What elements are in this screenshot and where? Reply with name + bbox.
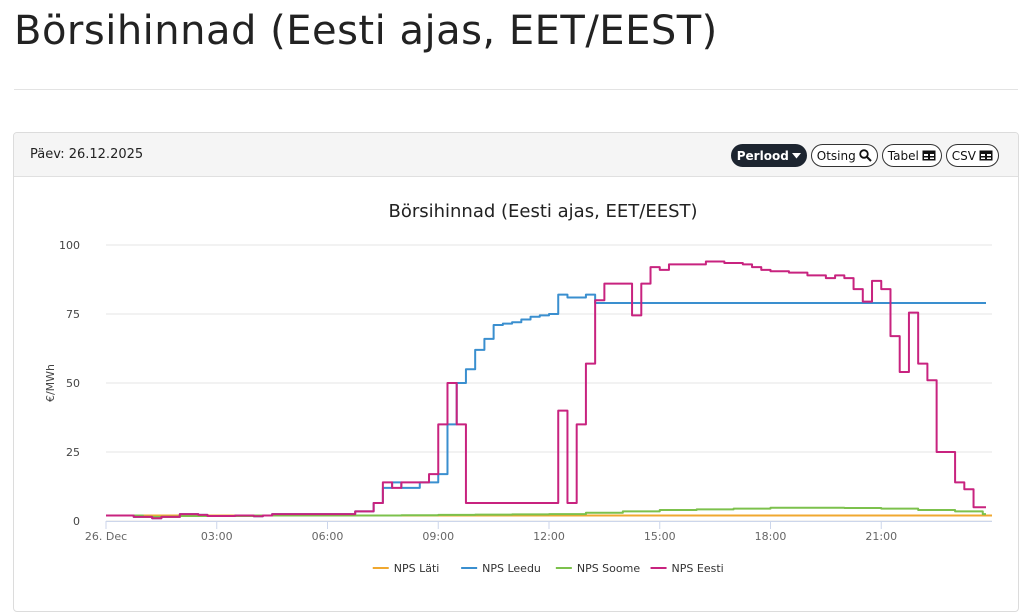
y-axis-label: €/MWh [44, 364, 57, 402]
search-button-label: Otsing [816, 148, 856, 163]
x-tick-label: 12:00 [533, 530, 565, 543]
csv-button-label: CSV [951, 148, 976, 163]
legend-item-label: NPS Leedu [482, 562, 541, 575]
y-tick-label: 100 [59, 239, 80, 252]
date-label: Päev: 26.12.2025 [30, 147, 144, 162]
x-tick-label: 09:00 [422, 530, 454, 543]
csv-button[interactable]: CSV [945, 144, 999, 167]
series-line-nps-eesti [106, 260, 986, 520]
caret-down-icon [791, 152, 801, 159]
x-tick-label: 03:00 [201, 530, 233, 543]
csv-table-icon [979, 150, 993, 161]
toolbar-buttons: Perlood Otsing Tabel CSV [730, 144, 999, 167]
y-tick-label: 75 [66, 308, 80, 321]
period-dropdown-button[interactable]: Perlood [730, 144, 807, 167]
y-tick-label: 50 [66, 377, 80, 390]
x-tick-label: 06:00 [312, 530, 344, 543]
price-chart: Börsihinnad (Eesti ajas, EET/EEST) 0 25 50 7… [44, 201, 992, 575]
y-tick-label: 25 [66, 446, 80, 459]
title-divider [14, 89, 1018, 90]
table-button[interactable]: Tabel [881, 144, 942, 167]
legend-item-label: NPS Eesti [672, 562, 724, 575]
period-button-label: Perlood [736, 148, 789, 163]
chart-panel: Päev: 26.12.2025 Perlood Otsing Tabel [13, 132, 1019, 612]
legend-item-label: NPS Soome [577, 562, 640, 575]
search-button[interactable]: Otsing [810, 144, 878, 167]
y-tick-label: 0 [73, 515, 80, 528]
x-tick-label: 18:00 [755, 530, 787, 543]
x-tick-label: 15:00 [644, 530, 676, 543]
x-tick-label: 21:00 [865, 530, 897, 543]
table-button-label: Tabel [887, 148, 919, 163]
search-icon [859, 149, 872, 162]
chart-title: Börsihinnad (Eesti ajas, EET/EEST) [388, 201, 697, 222]
x-tick-label: 26. Dec [85, 530, 127, 543]
table-icon [922, 150, 936, 161]
page-title: Börsihinnad (Eesti ajas, EET/EEST) [14, 8, 718, 54]
series-line-nps-leedu [106, 293, 986, 520]
legend-item-label: NPS Läti [394, 562, 440, 575]
panel-header: Päev: 26.12.2025 Perlood Otsing Tabel [14, 133, 1018, 177]
